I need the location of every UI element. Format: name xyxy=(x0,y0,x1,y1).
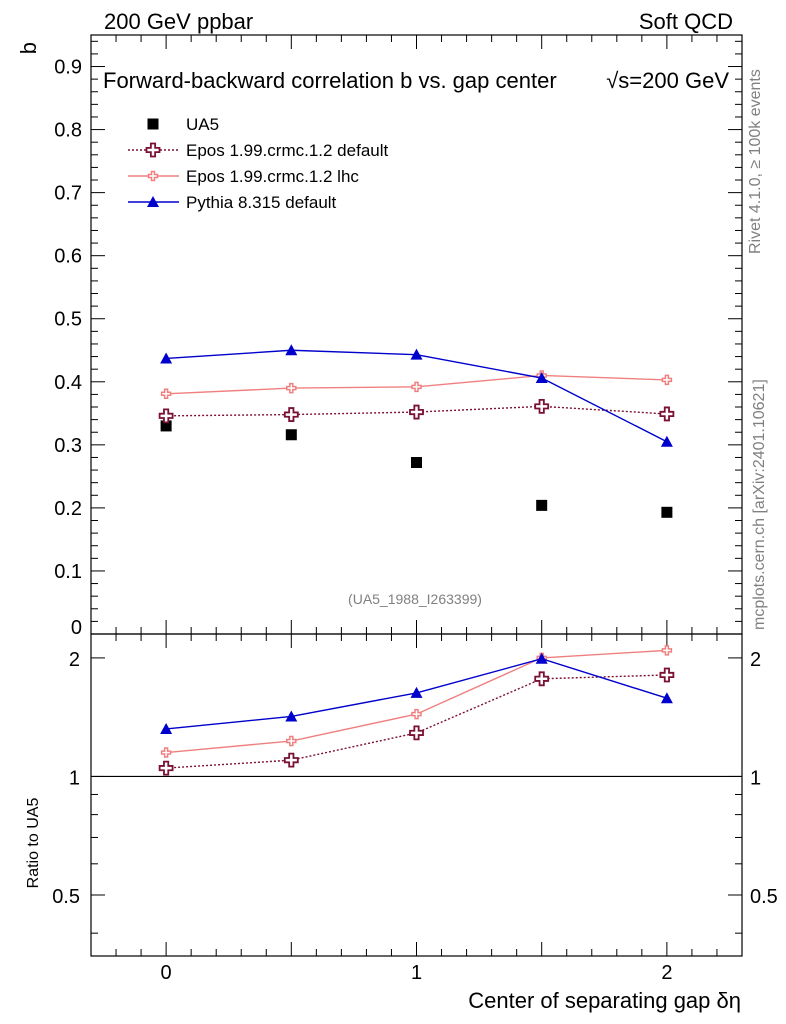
legend-marker-epos-1-99-crmc-1-2-lhc xyxy=(147,170,159,182)
data-point-ua5 xyxy=(285,429,297,441)
legend-label-epos-1-99-crmc-1-2-lhc: Epos 1.99.crmc.1.2 lhc xyxy=(186,167,359,186)
ratio-axis-title: Ratio to UA5 xyxy=(25,798,42,889)
legend-marker-pythia-8-315-default xyxy=(147,196,159,207)
y-tick-label: 0.7 xyxy=(54,183,82,205)
side-label-mcplots: mcplots.cern.ch [arXiv:2401.10621] xyxy=(751,379,768,630)
y-tick-label: 0.4 xyxy=(54,372,82,394)
legend-label-ua5: UA5 xyxy=(186,115,219,134)
ratio-point-pythia-8-315-default xyxy=(160,722,173,734)
x-tick-label: 2 xyxy=(661,962,672,984)
x-tick-label: 0 xyxy=(161,962,172,984)
data-point-epos-1-99-crmc-1-2-default xyxy=(534,398,550,414)
title-energy: √s=200 GeV xyxy=(606,68,729,93)
ratio-point-pythia-8-315-default xyxy=(285,710,298,722)
title-main: Forward-backward correlation b vs. gap c… xyxy=(103,68,557,93)
ratio-tick-label-left: 2 xyxy=(69,649,80,671)
legend-label-epos-1-99-crmc-1-2-default: Epos 1.99.crmc.1.2 default xyxy=(186,141,389,160)
ratio-tick-label-left: 1 xyxy=(69,767,80,789)
y-tick-label: 0.8 xyxy=(54,120,82,142)
data-point-epos-1-99-crmc-1-2-lhc xyxy=(286,382,297,394)
data-point-pythia-8-315-default xyxy=(535,372,548,384)
header-left: 200 GeV ppbar xyxy=(104,9,253,34)
x-axis-title: Center of separating gap δη xyxy=(468,988,741,1013)
x-tick-label: 1 xyxy=(411,962,422,984)
x-axis-ticks: 0 1 2 xyxy=(115,35,743,984)
y-tick-label: 0 xyxy=(71,617,82,639)
ratio-axis-ticks: 2 2 1 1 0.5 0.5 xyxy=(52,649,778,934)
ratio-point-pythia-8-315-default xyxy=(660,692,673,704)
series-line-epos-1-99-crmc-1-2-default xyxy=(166,405,667,417)
ratio-panel-frame xyxy=(90,633,743,957)
side-label-rivet: Rivet 4.1.0, ≥ 100k events xyxy=(747,69,764,254)
ratio-point-epos-1-99-crmc-1-2-default xyxy=(158,760,174,776)
ratio-point-epos-1-99-crmc-1-2-default xyxy=(659,667,675,683)
y-tick-label: 0.1 xyxy=(54,561,82,583)
legend-marker-ua5 xyxy=(147,118,159,130)
data-point-epos-1-99-crmc-1-2-lhc xyxy=(160,388,172,400)
data-point-pythia-8-315-default xyxy=(160,352,173,364)
ratio-tick-label-right: 1 xyxy=(750,767,761,789)
ratio-point-epos-1-99-crmc-1-2-lhc xyxy=(286,735,297,747)
data-point-ua5 xyxy=(661,506,673,518)
ratio-point-epos-1-99-crmc-1-2-default xyxy=(409,725,424,741)
y-tick-label: 0.9 xyxy=(54,57,82,79)
ratio-point-pythia-8-315-default xyxy=(410,686,423,698)
analysis-id: (UA5_1988_I263399) xyxy=(348,591,482,607)
data-point-epos-1-99-crmc-1-2-default xyxy=(409,404,424,420)
legend: UA5 Epos 1.99.crmc.1.2 default Epos 1.99.c… xyxy=(128,115,389,212)
header-right: Soft QCD xyxy=(639,9,733,34)
data-point-epos-1-99-crmc-1-2-default xyxy=(659,406,675,422)
ratio-tick-label-right: 0.5 xyxy=(750,886,778,908)
data-point-epos-1-99-crmc-1-2-default xyxy=(283,407,299,422)
legend-label-pythia-8-315-default: Pythia 8.315 default xyxy=(186,193,337,212)
ratio-point-epos-1-99-crmc-1-2-default xyxy=(534,671,550,687)
main-series xyxy=(158,344,675,518)
data-point-ua5 xyxy=(160,420,172,432)
data-point-epos-1-99-crmc-1-2-default xyxy=(158,408,174,424)
ratio-point-epos-1-99-crmc-1-2-lhc xyxy=(411,708,422,720)
series-line-pythia-8-315-default xyxy=(166,349,668,443)
data-point-epos-1-99-crmc-1-2-lhc xyxy=(661,374,673,386)
data-point-ua5 xyxy=(411,456,422,468)
ratio-tick-label-right: 2 xyxy=(750,649,761,671)
y-tick-label: 0.2 xyxy=(54,498,82,520)
ratio-point-pythia-8-315-default xyxy=(535,652,548,664)
plot-title: Forward-backward correlation b vs. gap c… xyxy=(103,68,557,93)
legend-marker-epos-1-99-crmc-1-2-default xyxy=(145,142,161,158)
y-tick-label: 0.3 xyxy=(54,435,82,457)
data-point-ua5 xyxy=(536,499,548,511)
data-point-pythia-8-315-default xyxy=(410,348,423,360)
data-point-epos-1-99-crmc-1-2-lhc xyxy=(411,381,422,393)
ratio-point-epos-1-99-crmc-1-2-lhc xyxy=(661,645,673,656)
ratio-point-epos-1-99-crmc-1-2-lhc xyxy=(160,747,172,758)
ratio-tick-label-left: 0.5 xyxy=(52,886,80,908)
data-point-pythia-8-315-default xyxy=(285,344,298,356)
y-tick-label: 0.5 xyxy=(54,309,82,331)
ratio-point-epos-1-99-crmc-1-2-default xyxy=(283,752,299,768)
ratio-series xyxy=(158,645,675,776)
main-axis-ticks: 0.9 0.8 0.7 0.6 0.5 0.4 0.3 0.2 0.1 0 xyxy=(54,40,742,639)
data-point-pythia-8-315-default xyxy=(660,435,673,447)
y-tick-label: 0.6 xyxy=(54,246,82,268)
y-axis-title: b xyxy=(16,42,41,54)
